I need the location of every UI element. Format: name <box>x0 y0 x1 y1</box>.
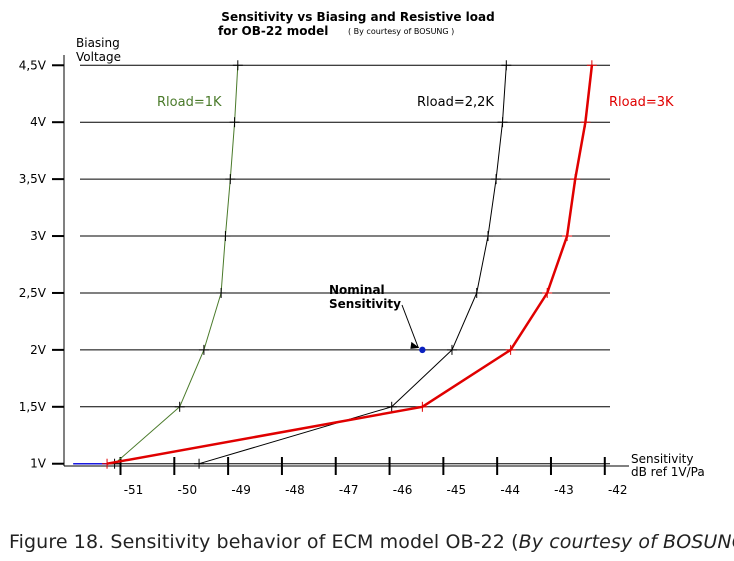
x-axis-label-line2: dB ref 1V/Pa <box>631 465 705 479</box>
series-1-point-5 <box>491 174 502 185</box>
series-2-point-0 <box>102 458 113 469</box>
y-tick-label-2: 2V <box>30 343 47 357</box>
x-tick-label-9: -42 <box>608 483 628 497</box>
annotation-line1: Nominal <box>329 283 385 297</box>
annotation-arrowhead <box>410 341 420 349</box>
series-1-point-2 <box>446 344 457 355</box>
series-2-point-2 <box>505 344 516 355</box>
y-tick-label-6: 4V <box>30 115 47 129</box>
y-axis-label: Biasing <box>76 36 120 50</box>
series-1-point-1 <box>386 401 397 412</box>
series-1-point-0 <box>194 458 205 469</box>
x-axis-label: Sensitivity <box>631 452 693 466</box>
y-tick-label-5: 3,5V <box>19 172 47 186</box>
series-2-point-7 <box>586 60 597 71</box>
annotation-arrow-line <box>401 304 419 349</box>
series-line-0 <box>114 65 239 465</box>
series-1-point-3 <box>471 287 482 298</box>
caption-text: Figure 18. Sensitivity behavior of ECM m… <box>9 531 519 553</box>
series-label-1: Rload=2,2K <box>417 95 494 110</box>
y-tick-label-0: 1V <box>30 457 47 471</box>
y-tick-label-7: 4,5V <box>19 58 47 72</box>
y-tick-label-3: 2,5V <box>19 286 47 300</box>
series-0-point-7 <box>232 60 243 71</box>
series-1-point-7 <box>501 60 512 71</box>
y-tick-label-1: 1,5V <box>19 400 47 414</box>
x-tick-label-7: -44 <box>500 483 520 497</box>
series-0-point-2 <box>198 344 209 355</box>
series-2-point-4 <box>562 231 573 242</box>
series-0-point-1 <box>174 401 185 412</box>
x-tick-label-3: -48 <box>285 483 305 497</box>
series-1-point-6 <box>497 117 508 128</box>
x-tick-label-2: -49 <box>231 483 251 497</box>
series-line-2 <box>106 65 594 465</box>
series-2-point-1 <box>417 401 428 412</box>
series-1-point-4 <box>483 231 494 242</box>
chart-title: Sensitivity vs Biasing and Resistive loa… <box>221 10 494 24</box>
series-0-point-5 <box>225 174 236 185</box>
caption-credit: By courtesy of BOSUNG <box>518 531 734 553</box>
axes <box>52 55 629 475</box>
x-tick-label-1: -50 <box>178 483 198 497</box>
figure-caption: Figure 18. Sensitivity behavior of ECM m… <box>9 531 734 559</box>
series-label-0: Rload=1K <box>157 95 222 110</box>
series-lines <box>73 60 597 469</box>
x-tick-label-8: -43 <box>554 483 574 497</box>
chart-subtitle-model: for OB-22 model <box>218 24 328 38</box>
series-2-point-6 <box>580 117 591 128</box>
series-2-point-3 <box>542 287 553 298</box>
series-line-1 <box>198 65 507 465</box>
series-label-2: Rload=3K <box>609 95 674 110</box>
gridlines <box>80 64 610 465</box>
x-tick-label-4: -47 <box>339 483 359 497</box>
series-0-point-4 <box>220 231 231 242</box>
x-tick-label-0: -51 <box>124 483 144 497</box>
nominal-point <box>419 346 426 354</box>
series-0-point-3 <box>216 287 227 298</box>
x-tick-label-5: -46 <box>393 483 413 497</box>
annotation-line2: Sensitivity <box>329 297 401 311</box>
series-2-point-5 <box>570 174 581 185</box>
tick-labels: 1V 1,5V 2V 2,5V 3V 3,5V 4V 4,5V -51 -50 -49 -48 -47 -… <box>19 58 628 497</box>
y-axis-label-line2: Voltage <box>76 50 121 64</box>
series-labels: Rload=1K Rload=2,2K Rload=3K <box>157 95 674 110</box>
x-tick-label-6: -45 <box>447 483 467 497</box>
series-0-point-6 <box>229 117 240 128</box>
y-tick-label-4: 3V <box>30 229 47 243</box>
chart-subtitle-credit: ( By courtesy of BOSUNG ) <box>348 27 454 36</box>
